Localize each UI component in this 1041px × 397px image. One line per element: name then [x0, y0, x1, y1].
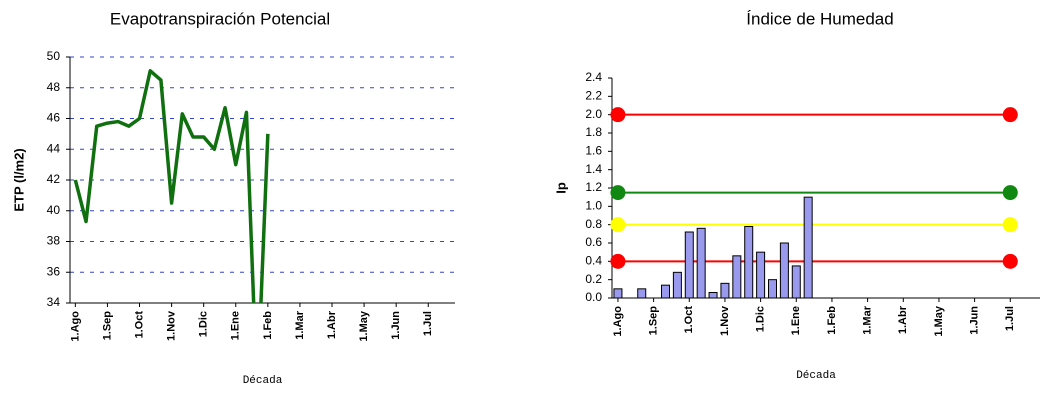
x-tick-label: 1.Nov — [166, 310, 178, 341]
x-tick-label: 1.Oct — [683, 306, 695, 334]
y-tick-label: 2.0 — [585, 107, 602, 121]
x-tick-label: 1.Jun — [969, 306, 981, 335]
y-tick-label: 1.2 — [585, 180, 602, 194]
y-axis-label: ETP (l/m2) — [11, 148, 26, 211]
threshold-marker — [610, 107, 626, 123]
x-tick-label: 1.Feb — [826, 306, 838, 335]
y-tick-label: 40 — [47, 203, 61, 217]
threshold-marker — [610, 253, 626, 269]
bar — [779, 242, 789, 299]
y-tick-label: 38 — [47, 234, 61, 248]
x-tick-label: 1.Nov — [719, 305, 731, 336]
x-tick-label: 1.Jun — [390, 311, 402, 340]
y-tick-label: 36 — [47, 264, 61, 278]
y-tick-label: 0.8 — [585, 217, 602, 231]
x-tick-label: 1.Dic — [198, 311, 210, 337]
x-tick-label: 1.Mar — [294, 310, 306, 339]
y-tick-label: 0.0 — [585, 290, 602, 304]
line — [73, 69, 270, 303]
y-tick-label: 0.2 — [585, 272, 602, 286]
x-axis-label: Década — [243, 375, 283, 387]
x-tick-label: 1.Jul — [422, 311, 434, 336]
bar — [756, 251, 766, 299]
x-tick-label: 1.Jul — [1004, 306, 1016, 331]
plot-area — [73, 69, 270, 303]
threshold-marker — [1002, 253, 1018, 269]
x-tick-label: 1.Ene — [230, 311, 242, 340]
bar — [744, 226, 754, 299]
x-tick-label: 1.Sep — [101, 311, 113, 341]
y-axis-label: Ip — [553, 182, 568, 194]
bar — [803, 196, 813, 299]
chart-title: Evapotranspiración Potencial — [110, 9, 330, 28]
bar — [661, 284, 670, 299]
bar — [768, 279, 777, 299]
threshold-marker — [1002, 107, 1018, 123]
threshold-marker — [610, 217, 626, 233]
y-tick-label: 44 — [47, 141, 61, 155]
x-tick-label: 1.May — [933, 305, 945, 336]
y-tick-label: 1.0 — [585, 199, 602, 213]
bar — [708, 292, 718, 299]
y-tick-label: 46 — [47, 111, 61, 125]
threshold-marker — [610, 185, 626, 201]
x-tick-label: 1.May — [358, 310, 370, 341]
bar — [637, 288, 647, 299]
y-tick-label: 2.2 — [585, 89, 602, 103]
bar — [672, 271, 682, 299]
bar — [732, 255, 742, 299]
x-tick-label: 1.Sep — [648, 306, 660, 336]
x-tick-label: 1.Ago — [612, 306, 624, 337]
chart-title: Índice de Humedad — [746, 9, 893, 28]
threshold-marker — [1002, 185, 1018, 201]
y-tick-label: 48 — [47, 80, 61, 94]
bar — [720, 282, 730, 299]
x-axis-label: Década — [796, 370, 836, 382]
y-tick-label: 50 — [47, 49, 61, 63]
x-tick-label: 1.Ene — [790, 306, 802, 335]
x-tick-label: 1.Mar — [862, 305, 874, 334]
y-tick-label: 1.4 — [585, 162, 602, 176]
bar — [791, 265, 801, 299]
bar — [613, 288, 623, 299]
x-tick-label: 1.Oct — [133, 311, 145, 339]
y-tick-label: 42 — [47, 172, 61, 186]
y-tick-label: 0.6 — [585, 235, 602, 249]
x-tick-label: 1.Dic — [755, 306, 767, 332]
x-tick-label: 1.Feb — [262, 311, 274, 340]
y-tick-label: 0.4 — [585, 254, 602, 268]
x-tick-label: 1.Abr — [897, 305, 909, 334]
threshold-marker — [1002, 217, 1018, 233]
y-tick-label: 34 — [47, 295, 61, 309]
bar — [696, 227, 706, 299]
y-tick-label: 1.8 — [585, 125, 602, 139]
x-tick-label: 1.Ago — [69, 311, 81, 342]
bar — [684, 231, 694, 299]
x-tick-label: 1.Abr — [326, 310, 338, 339]
y-tick-label: 1.6 — [585, 144, 602, 158]
y-tick-label: 2.4 — [585, 70, 602, 84]
